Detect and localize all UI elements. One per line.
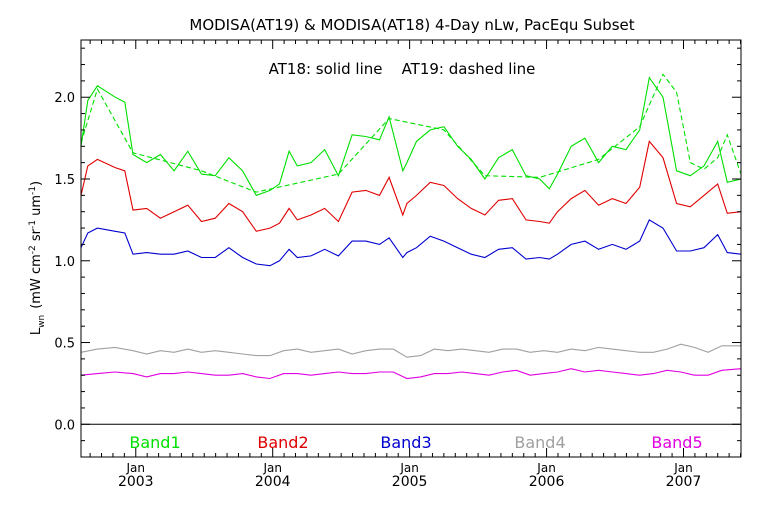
y-tick-label: 2.0 — [54, 91, 75, 106]
y-tick-label: 0.0 — [54, 418, 75, 433]
y-tick-label: 1.0 — [54, 255, 75, 270]
chart-annotation: AT18: solid line AT19: dashed line — [269, 60, 536, 78]
x-tick-month-label: Jan — [673, 461, 693, 475]
series-line-4 — [80, 219, 742, 267]
y-axis-label-sub: wn — [37, 315, 47, 328]
series-line-3 — [80, 140, 742, 232]
series-line-6 — [80, 368, 742, 380]
y-axis-label-sr: sr — [29, 228, 44, 245]
series-line-1 — [80, 76, 742, 197]
y-axis-label-exp3: -1 — [28, 186, 38, 195]
axes: 0.00.51.01.52.0Jan2003Jan2004Jan2005Jan2… — [54, 39, 742, 490]
series-line-5 — [80, 343, 741, 358]
x-tick-year-label: 2007 — [666, 474, 702, 490]
legend-label-band1: Band1 — [129, 433, 180, 452]
y-axis-label-exp2: -1 — [28, 220, 38, 229]
plot-frame — [80, 39, 742, 458]
x-tick-year-label: 2006 — [529, 474, 565, 490]
x-tick-year-label: 2004 — [255, 474, 291, 490]
legend-label-band5: Band5 — [651, 433, 702, 452]
y-axis-label-exp1: -2 — [28, 245, 38, 254]
y-axis-label-main: L — [29, 327, 44, 335]
y-axis-label: Lwn(mW cm-2 sr-1 um-1) — [28, 181, 47, 335]
y-axis-label-units: (mW cm — [29, 254, 44, 309]
x-tick-year-label: 2003 — [118, 474, 154, 490]
y-axis-label-close: ) — [29, 181, 44, 186]
x-tick-month-label: Jan — [536, 461, 556, 475]
y-axis-label-um: um — [29, 195, 44, 220]
x-tick-year-label: 2005 — [392, 474, 428, 490]
x-tick-month-label: Jan — [126, 461, 146, 475]
series-group — [80, 73, 742, 380]
x-tick-month-label: Jan — [262, 461, 282, 475]
legend-label-band2: Band2 — [257, 433, 308, 452]
y-tick-label: 0.5 — [54, 337, 75, 352]
legend-label-band4: Band4 — [514, 433, 565, 452]
chart-title: MODISA(AT19) & MODISA(AT18) 4-Day nLw, P… — [189, 16, 634, 34]
series-line-2 — [80, 73, 742, 193]
legend: Band1 Band2 Band3 Band4 Band5 — [129, 433, 702, 452]
x-tick-month-label: Jan — [399, 461, 419, 475]
legend-label-band3: Band3 — [380, 433, 431, 452]
y-tick-label: 1.5 — [54, 173, 75, 188]
